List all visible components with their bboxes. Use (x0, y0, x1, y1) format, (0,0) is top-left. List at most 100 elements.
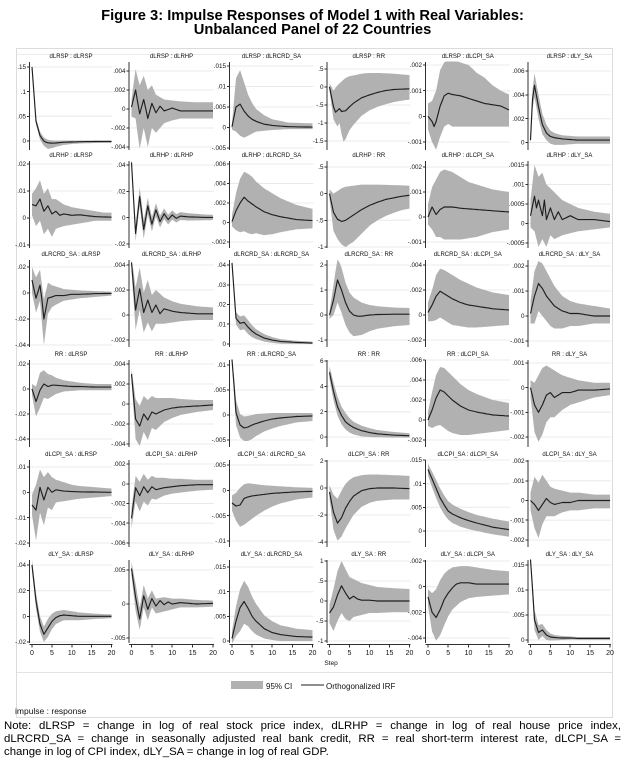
svg-text:0: 0 (122, 481, 126, 488)
svg-text:-.001: -.001 (408, 239, 423, 246)
svg-text:-1.5: -1.5 (313, 138, 324, 145)
svg-text:0: 0 (22, 290, 26, 297)
svg-text:0: 0 (22, 138, 26, 145)
svg-text:-.002: -.002 (111, 125, 126, 132)
svg-text:-.001: -.001 (510, 518, 525, 525)
svg-text:-.006: -.006 (111, 540, 126, 547)
svg-text:-.002: -.002 (111, 501, 126, 508)
svg-text:.04: .04 (17, 562, 26, 569)
svg-text:-.02: -.02 (115, 241, 126, 248)
svg-text:-.01: -.01 (15, 515, 26, 522)
svg-text:0: 0 (320, 598, 324, 605)
svg-text:20: 20 (505, 650, 513, 657)
svg-text:.005: .005 (113, 567, 126, 574)
svg-text:dLY_SA : dLRSP: dLY_SA : dLRSP (48, 552, 93, 558)
svg-text:dLY_SA : dLCPI_SA: dLY_SA : dLCPI_SA (441, 552, 495, 558)
svg-text:0: 0 (521, 498, 525, 505)
svg-text:.002: .002 (410, 397, 423, 404)
svg-text:0: 0 (22, 614, 26, 621)
svg-text:.002: .002 (410, 62, 423, 69)
svg-text:-.005: -.005 (111, 635, 126, 642)
svg-text:20: 20 (406, 650, 414, 657)
svg-text:dLRSP : dLRSP: dLRSP : dLRSP (50, 54, 93, 60)
svg-text:-4: -4 (318, 539, 324, 546)
svg-text:5: 5 (548, 650, 552, 657)
svg-text:0: 0 (222, 220, 226, 227)
svg-text:10: 10 (465, 650, 473, 657)
svg-text:Orthogonalized IRF: Orthogonalized IRF (326, 682, 395, 691)
svg-text:.001: .001 (410, 189, 423, 196)
svg-text:0: 0 (22, 386, 26, 393)
svg-text:dLRCRD_SA : RR: dLRCRD_SA : RR (344, 252, 393, 258)
svg-text:0: 0 (418, 584, 422, 591)
svg-text:-.002: -.002 (111, 337, 126, 344)
svg-text:20: 20 (309, 650, 317, 657)
svg-text:0: 0 (320, 312, 324, 319)
svg-text:.004: .004 (214, 181, 227, 188)
svg-text:RR : dLY_SA: RR : dLY_SA (552, 352, 587, 358)
svg-text:dLRCRD_SA : dLCPI_SA: dLRCRD_SA : dLCPI_SA (434, 252, 502, 258)
svg-text:impulse : response: impulse : response (15, 706, 87, 716)
svg-text:-.02: -.02 (15, 540, 26, 547)
svg-text:.001: .001 (410, 88, 423, 95)
svg-text:0: 0 (521, 313, 525, 320)
svg-text:.05: .05 (17, 114, 26, 121)
svg-text:.001: .001 (512, 288, 525, 295)
svg-text:.005: .005 (214, 104, 227, 111)
svg-text:0: 0 (521, 221, 525, 228)
svg-text:0: 0 (320, 84, 324, 91)
svg-text:-.005: -.005 (212, 513, 227, 520)
svg-text:-.02: -.02 (15, 316, 26, 323)
svg-text:.002: .002 (113, 287, 126, 294)
svg-text:0: 0 (222, 412, 226, 419)
svg-text:0: 0 (122, 215, 126, 222)
svg-text:dLRSP : dLRCRD_SA: dLRSP : dLRCRD_SA (242, 54, 301, 60)
svg-text:dLRSP : dLRHP: dLRSP : dLRHP (150, 54, 193, 60)
svg-text:.01: .01 (217, 321, 226, 328)
svg-text:.02: .02 (17, 588, 26, 595)
svg-text:0: 0 (230, 650, 234, 657)
svg-text:.004: .004 (410, 377, 423, 384)
svg-text:15: 15 (386, 650, 394, 657)
svg-text:dLRHP : dLY_SA: dLRHP : dLY_SA (547, 153, 593, 159)
svg-text:0: 0 (30, 650, 34, 657)
svg-text:-.001: -.001 (510, 410, 525, 417)
svg-text:.006: .006 (410, 357, 423, 364)
svg-text:10: 10 (68, 650, 76, 657)
svg-text:.001: .001 (512, 360, 525, 367)
svg-text:.01: .01 (413, 481, 422, 488)
svg-text:-1: -1 (318, 337, 324, 344)
svg-text:dLCPI_SA : dLRSP: dLCPI_SA : dLRSP (45, 452, 97, 458)
svg-text:-1: -1 (318, 120, 324, 127)
svg-text:RR : dLRSP: RR : dLRSP (55, 352, 88, 358)
svg-text:.04: .04 (117, 162, 126, 169)
svg-text:RR : dLRHP: RR : dLRHP (155, 352, 188, 358)
svg-text:.004: .004 (512, 92, 525, 99)
svg-text:.01: .01 (17, 188, 26, 195)
svg-text:dLRSP : dLY_SA: dLRSP : dLY_SA (547, 54, 592, 60)
svg-text:0: 0 (418, 114, 422, 121)
svg-text:.0015: .0015 (509, 162, 525, 169)
svg-text:dLRCRD_SA : dLRHP: dLRCRD_SA : dLRHP (142, 252, 201, 258)
svg-text:RR : RR: RR : RR (358, 352, 381, 358)
svg-text:Step: Step (324, 660, 338, 667)
svg-text:4: 4 (320, 384, 324, 391)
svg-text:-1: -1 (318, 244, 324, 251)
svg-text:dLY_SA : dLRCRD_SA: dLY_SA : dLRCRD_SA (241, 552, 303, 558)
svg-text:20: 20 (108, 650, 116, 657)
svg-text:.1: .1 (21, 89, 27, 96)
svg-text:0: 0 (222, 125, 226, 132)
svg-text:.006: .006 (512, 68, 525, 75)
svg-text:-.01: -.01 (15, 242, 26, 249)
svg-text:.015: .015 (214, 63, 227, 70)
svg-text:.02: .02 (17, 161, 26, 168)
svg-text:.005: .005 (410, 505, 423, 512)
svg-text:.005: .005 (214, 387, 227, 394)
svg-text:-.02: -.02 (15, 639, 26, 646)
svg-text:.5: .5 (318, 66, 324, 73)
svg-text:-.004: -.004 (111, 144, 126, 151)
svg-text:.005: .005 (214, 462, 227, 469)
svg-text:0: 0 (521, 637, 525, 644)
svg-text:0: 0 (122, 601, 126, 608)
svg-text:.02: .02 (117, 189, 126, 196)
